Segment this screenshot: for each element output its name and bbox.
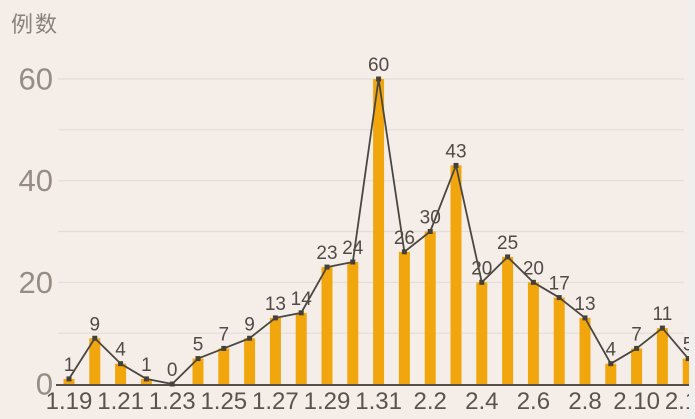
data-label: 13 [265, 294, 286, 315]
x-tick-label: 1.31 [355, 388, 402, 415]
data-point-marker [350, 259, 356, 265]
x-tick-label: 1.29 [304, 388, 351, 415]
data-label: 4 [606, 340, 617, 361]
data-point-marker [118, 361, 124, 367]
data-point-marker [453, 162, 459, 168]
data-point-marker [427, 229, 433, 234]
y-tick-label: 60 [19, 62, 53, 97]
data-point-marker [685, 356, 691, 362]
bar [398, 251, 410, 384]
x-tick-label: 1.25 [200, 388, 247, 415]
data-point-marker [479, 279, 485, 285]
data-point-marker [582, 315, 588, 321]
data-point-marker [247, 335, 253, 341]
bar [502, 256, 514, 384]
data-point-marker [530, 279, 536, 285]
bar [295, 312, 307, 384]
data-point-marker [556, 295, 562, 301]
data-point-marker [195, 356, 201, 362]
bar [218, 348, 230, 384]
data-label: 24 [342, 238, 364, 259]
data-label: 1 [64, 355, 75, 376]
data-label: 20 [523, 258, 544, 279]
data-point-marker [608, 361, 614, 367]
data-label: 9 [244, 314, 255, 335]
bar [476, 282, 488, 384]
x-tick-label: 2.10 [613, 388, 660, 415]
data-label: 30 [420, 208, 441, 229]
data-label: 7 [219, 324, 230, 345]
data-point-marker [272, 315, 278, 321]
bar [631, 348, 643, 384]
y-axis-title: 例数 [11, 12, 60, 37]
data-label: 14 [291, 289, 313, 310]
data-point-marker [634, 345, 640, 351]
data-label: 17 [549, 274, 570, 295]
x-tick-label: 2.8 [568, 388, 601, 415]
bar [89, 338, 101, 384]
bar [321, 267, 333, 384]
data-point-marker [169, 381, 175, 387]
data-point-marker [221, 345, 227, 351]
x-tick-label: 2.4 [465, 388, 498, 415]
bar [140, 378, 152, 384]
data-label: 9 [90, 314, 101, 335]
data-point-marker [298, 310, 304, 316]
data-point-marker [66, 376, 72, 382]
data-label: 0 [167, 360, 178, 381]
data-point-marker [324, 264, 330, 270]
bar [192, 358, 204, 384]
bar [605, 363, 617, 384]
x-tick-label: 2.6 [517, 388, 550, 415]
bar [269, 317, 281, 384]
data-label: 23 [316, 243, 337, 264]
data-label: 11 [653, 304, 673, 325]
data-label: 4 [115, 340, 126, 361]
data-label: 20 [471, 258, 492, 279]
bar [424, 231, 436, 384]
data-label: 5 [193, 335, 204, 356]
bar [579, 317, 591, 384]
y-tick-label: 0 [36, 367, 53, 402]
bar [553, 297, 565, 384]
bar [115, 363, 127, 384]
data-point-marker [143, 376, 149, 382]
bar [347, 262, 359, 384]
x-tick-label: 2.2 [414, 388, 447, 415]
x-tick-label: 1.23 [149, 388, 196, 415]
data-label: 43 [445, 141, 466, 162]
data-label: 7 [631, 324, 642, 345]
x-tick-label: 1.27 [252, 388, 299, 415]
window-edge-strip [689, 0, 695, 419]
bar [656, 328, 668, 384]
data-point-marker [401, 249, 407, 255]
x-tick-label: 1.21 [97, 388, 144, 415]
data-label: 1 [141, 355, 152, 376]
bar [450, 165, 462, 384]
bar [244, 338, 256, 384]
data-point-marker [92, 335, 98, 341]
x-tick-label: 1.19 [46, 388, 93, 415]
data-label: 60 [368, 55, 389, 76]
data-label: 26 [394, 228, 415, 249]
data-label: 25 [497, 233, 518, 254]
bar [63, 378, 75, 384]
y-tick-label: 20 [19, 265, 53, 300]
y-tick-label: 40 [19, 163, 53, 198]
data-point-marker [659, 325, 665, 331]
data-point-marker [505, 254, 511, 260]
bar [682, 358, 694, 384]
data-label: 13 [574, 294, 595, 315]
data-label: 5 [683, 335, 694, 356]
data-point-marker [376, 76, 382, 82]
bar [373, 79, 385, 384]
bar [527, 282, 539, 384]
